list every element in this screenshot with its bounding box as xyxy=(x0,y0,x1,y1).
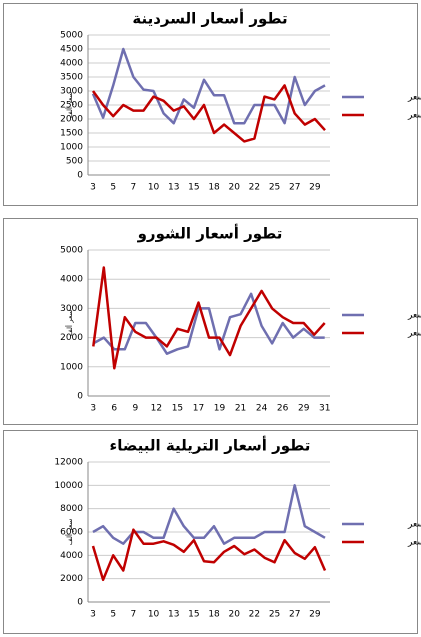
x-tick-label: 13 xyxy=(168,610,179,620)
y-tick-label: 3000 xyxy=(60,87,83,97)
x-tick-label: 10 xyxy=(148,183,160,193)
x-tick-label: 21 xyxy=(235,404,246,414)
x-tick-label: 10 xyxy=(148,610,160,620)
chart-title: تطور أسعار التريلية البيضاء xyxy=(110,436,311,455)
y-tick-label: 1000 xyxy=(60,362,83,372)
x-tick-label: 22 xyxy=(249,610,260,620)
y-tick-label: 1000 xyxy=(60,143,83,153)
x-tick-label: 31 xyxy=(319,404,330,414)
x-tick-label: 18 xyxy=(208,183,220,193)
x-tick-label: 15 xyxy=(172,404,183,414)
x-tick-label: 19 xyxy=(214,404,226,414)
chart-title: تطور أسعار الشورو xyxy=(137,224,283,243)
y-tick-label: 0 xyxy=(77,598,83,608)
y-tick-label: 3000 xyxy=(60,304,83,314)
y-axis-label: سعر ألف xyxy=(65,310,74,337)
y-tick-label: 0 xyxy=(77,171,83,181)
x-tick-label: 20 xyxy=(228,183,240,193)
x-tick-label: 3 xyxy=(90,610,96,620)
y-tick-label: 2000 xyxy=(60,574,83,584)
x-tick-label: 26 xyxy=(277,404,289,414)
y-tick-label: 5000 xyxy=(60,31,83,41)
x-tick-label: 13 xyxy=(168,183,179,193)
x-tick-label: 27 xyxy=(289,183,300,193)
chart-frame xyxy=(3,3,418,206)
x-tick-label: 5 xyxy=(110,610,116,620)
legend-label: 2016 السعر xyxy=(407,111,421,121)
x-tick-label: 7 xyxy=(131,610,137,620)
x-tick-label: 15 xyxy=(188,183,199,193)
y-tick-label: 4500 xyxy=(60,45,83,55)
x-tick-label: 5 xyxy=(110,183,116,193)
y-tick-label: 0 xyxy=(77,392,83,402)
x-tick-label: 20 xyxy=(228,610,240,620)
y-tick-label: 6000 xyxy=(60,528,83,538)
y-axis-label: سعر ألف xyxy=(65,92,74,119)
y-tick-label: 500 xyxy=(66,157,83,167)
chart-frame xyxy=(3,430,418,634)
chart-frame xyxy=(3,218,418,425)
series-line xyxy=(91,47,326,125)
x-tick-label: 29 xyxy=(309,183,321,193)
x-tick-label: 12 xyxy=(151,404,162,414)
y-tick-label: 8000 xyxy=(60,504,83,514)
x-tick-label: 3 xyxy=(90,183,96,193)
series-line xyxy=(91,528,327,582)
series-line xyxy=(92,484,326,545)
y-tick-label: 2500 xyxy=(60,101,83,111)
y-tick-label: 4000 xyxy=(60,551,83,561)
chart-title: تطور أسعار السردينة xyxy=(132,9,287,28)
x-tick-label: 27 xyxy=(289,610,300,620)
x-tick-label: 7 xyxy=(131,183,137,193)
x-tick-label: 25 xyxy=(269,610,280,620)
y-tick-label: 4000 xyxy=(60,275,83,285)
x-tick-label: 29 xyxy=(309,610,321,620)
series-line xyxy=(92,292,325,355)
y-tick-label: 2000 xyxy=(60,115,83,125)
y-tick-label: 12000 xyxy=(54,458,83,468)
x-tick-label: 24 xyxy=(256,404,268,414)
x-tick-label: 18 xyxy=(208,610,220,620)
legend-label: 2015 السعر xyxy=(407,93,421,103)
x-tick-label: 6 xyxy=(111,404,117,414)
x-tick-label: 17 xyxy=(193,404,204,414)
x-tick-label: 22 xyxy=(249,183,260,193)
y-tick-label: 3500 xyxy=(60,73,83,83)
x-tick-label: 3 xyxy=(90,404,96,414)
legend-label: 2015 السعر xyxy=(407,311,421,321)
y-tick-label: 1500 xyxy=(60,129,83,139)
y-tick-label: 5000 xyxy=(60,246,83,256)
x-tick-label: 29 xyxy=(298,404,310,414)
y-tick-label: 10000 xyxy=(54,481,83,491)
legend-label: 2016 السعر xyxy=(407,329,421,339)
legend-label: 2015 السعر xyxy=(407,520,421,530)
y-axis-label: سعر ألف xyxy=(65,519,74,546)
x-tick-label: 25 xyxy=(269,183,280,193)
x-tick-label: 15 xyxy=(188,610,199,620)
series-line xyxy=(92,266,326,370)
x-tick-label: 9 xyxy=(132,404,138,414)
legend-label: 2016 السعر xyxy=(407,538,421,548)
y-tick-label: 4000 xyxy=(60,59,83,69)
series-line xyxy=(91,84,326,143)
y-tick-label: 2000 xyxy=(60,333,83,343)
